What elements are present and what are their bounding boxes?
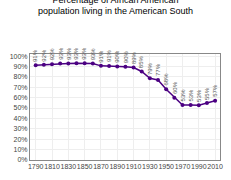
svg-text:80%: 80% (14, 73, 28, 80)
svg-text:60%: 60% (172, 81, 178, 94)
svg-text:10%: 10% (14, 146, 28, 153)
svg-text:93%: 93% (58, 47, 64, 60)
svg-text:91%: 91% (98, 50, 104, 63)
svg-text:1970: 1970 (175, 163, 191, 170)
svg-text:90%: 90% (14, 63, 28, 70)
svg-text:89%: 89% (131, 51, 137, 64)
svg-text:Percentage of African American: Percentage of African Americanpopulation… (38, 0, 193, 16)
svg-text:68%: 68% (163, 73, 169, 86)
svg-text:1910: 1910 (126, 163, 142, 170)
svg-text:93%: 93% (81, 47, 87, 60)
svg-text:40%: 40% (14, 115, 28, 122)
svg-text:20%: 20% (14, 136, 28, 143)
svg-text:1850: 1850 (77, 163, 93, 170)
svg-text:57%: 57% (212, 84, 218, 97)
svg-text:1810: 1810 (44, 163, 60, 170)
svg-text:92%: 92% (49, 48, 55, 61)
svg-text:50%: 50% (14, 104, 28, 111)
svg-text:1890: 1890 (109, 163, 125, 170)
svg-text:100%: 100% (10, 53, 28, 60)
svg-text:1950: 1950 (158, 163, 174, 170)
svg-text:53%: 53% (196, 89, 202, 102)
svg-text:53%: 53% (188, 89, 194, 102)
svg-text:90%: 90% (114, 50, 120, 63)
svg-text:93%: 93% (73, 47, 79, 60)
svg-text:92%: 92% (41, 49, 47, 62)
svg-text:85%: 85% (138, 56, 144, 69)
svg-text:70%: 70% (14, 84, 28, 91)
svg-text:2010: 2010 (207, 163, 223, 170)
svg-text:91%: 91% (32, 49, 38, 62)
svg-text:77%: 77% (155, 63, 161, 76)
svg-text:1790: 1790 (28, 163, 44, 170)
svg-text:91%: 91% (106, 49, 112, 62)
svg-text:1830: 1830 (61, 163, 77, 170)
svg-text:55%: 55% (204, 87, 210, 100)
svg-text:93%: 93% (66, 47, 72, 60)
svg-text:90%: 90% (123, 51, 129, 64)
svg-text:1870: 1870 (93, 163, 109, 170)
svg-text:0%: 0% (17, 156, 27, 163)
svg-text:30%: 30% (14, 125, 28, 132)
svg-text:79%: 79% (147, 62, 153, 75)
svg-text:1930: 1930 (142, 163, 158, 170)
svg-text:53%: 53% (180, 89, 186, 102)
svg-text:1990: 1990 (191, 163, 207, 170)
svg-text:60%: 60% (14, 94, 28, 101)
svg-text:93%: 93% (90, 48, 96, 61)
